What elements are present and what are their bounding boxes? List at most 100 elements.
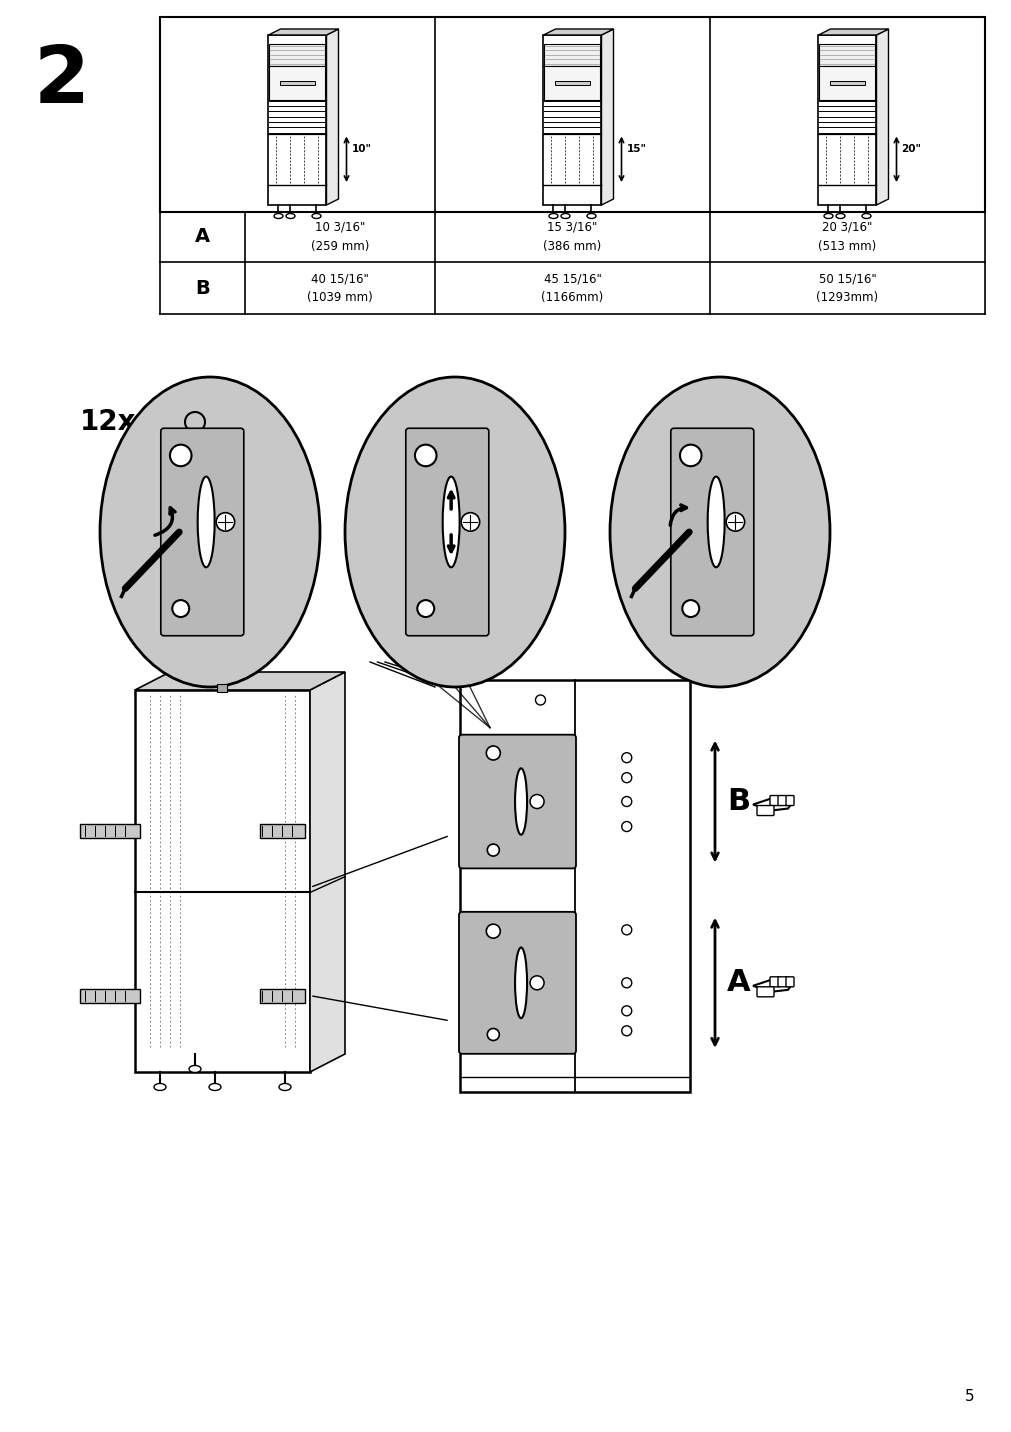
FancyBboxPatch shape	[756, 806, 773, 816]
Text: 10 3/16"
(259 mm): 10 3/16" (259 mm)	[310, 221, 369, 253]
Ellipse shape	[279, 1084, 291, 1091]
Circle shape	[216, 513, 235, 531]
Polygon shape	[752, 799, 791, 811]
Circle shape	[621, 925, 631, 935]
Text: B: B	[726, 788, 749, 816]
Ellipse shape	[197, 477, 214, 567]
Polygon shape	[752, 979, 791, 992]
Ellipse shape	[548, 213, 557, 219]
Bar	[829, 80, 864, 84]
Text: 50 15/16"
(1293mm): 50 15/16" (1293mm)	[816, 272, 878, 304]
Text: 20": 20"	[901, 145, 921, 155]
Text: A: A	[195, 228, 210, 246]
Circle shape	[621, 978, 631, 988]
FancyBboxPatch shape	[459, 912, 575, 1054]
FancyBboxPatch shape	[777, 796, 788, 806]
Text: 2: 2	[34, 42, 90, 120]
Polygon shape	[327, 29, 338, 205]
Circle shape	[530, 795, 544, 809]
Circle shape	[170, 445, 191, 467]
FancyBboxPatch shape	[670, 428, 753, 636]
Bar	[555, 80, 589, 84]
Bar	[160, 17, 984, 212]
FancyBboxPatch shape	[756, 987, 773, 997]
Bar	[80, 825, 140, 838]
Polygon shape	[818, 29, 888, 34]
Text: 45 15/16"
(1166mm): 45 15/16" (1166mm)	[541, 272, 603, 304]
FancyBboxPatch shape	[459, 735, 575, 868]
Circle shape	[486, 924, 499, 938]
Ellipse shape	[189, 1065, 201, 1073]
Ellipse shape	[586, 213, 595, 219]
Circle shape	[679, 445, 701, 467]
Circle shape	[621, 1005, 631, 1015]
FancyBboxPatch shape	[769, 977, 779, 987]
Text: 20 3/16"
(513 mm): 20 3/16" (513 mm)	[818, 221, 876, 253]
FancyBboxPatch shape	[786, 796, 794, 806]
Circle shape	[726, 513, 744, 531]
FancyBboxPatch shape	[777, 977, 788, 987]
Ellipse shape	[861, 213, 870, 219]
Bar	[269, 43, 326, 66]
FancyBboxPatch shape	[405, 428, 488, 636]
Circle shape	[535, 695, 545, 705]
Bar	[460, 680, 690, 1093]
Ellipse shape	[100, 377, 319, 687]
Ellipse shape	[707, 477, 724, 567]
Ellipse shape	[286, 213, 295, 219]
Bar	[544, 43, 600, 66]
Ellipse shape	[823, 213, 832, 219]
Ellipse shape	[311, 213, 320, 219]
Bar	[269, 66, 326, 100]
Ellipse shape	[442, 477, 459, 567]
Circle shape	[621, 1025, 631, 1035]
Text: 5: 5	[964, 1389, 974, 1403]
Bar	[80, 988, 140, 1002]
Bar	[544, 66, 600, 100]
Text: 10": 10"	[351, 145, 371, 155]
Bar	[217, 684, 227, 692]
Bar	[819, 66, 875, 100]
Polygon shape	[309, 672, 345, 1073]
Text: 12x: 12x	[80, 408, 136, 435]
Ellipse shape	[610, 377, 829, 687]
Bar	[819, 43, 875, 66]
Circle shape	[530, 975, 544, 990]
FancyBboxPatch shape	[161, 428, 244, 636]
Circle shape	[417, 600, 434, 617]
Polygon shape	[543, 29, 613, 34]
Bar	[543, 34, 601, 205]
Circle shape	[415, 445, 436, 467]
FancyBboxPatch shape	[786, 977, 794, 987]
Text: 15 3/16"
(386 mm): 15 3/16" (386 mm)	[543, 221, 601, 253]
Polygon shape	[134, 672, 345, 690]
Bar	[134, 690, 309, 1073]
Circle shape	[621, 773, 631, 783]
Bar	[260, 988, 304, 1002]
Ellipse shape	[209, 1084, 220, 1091]
Text: 40 15/16"
(1039 mm): 40 15/16" (1039 mm)	[306, 272, 372, 304]
Circle shape	[681, 600, 699, 617]
Text: 15": 15"	[626, 145, 646, 155]
Circle shape	[487, 1028, 498, 1041]
Ellipse shape	[274, 213, 283, 219]
Circle shape	[621, 753, 631, 763]
Circle shape	[487, 843, 498, 856]
Circle shape	[461, 513, 479, 531]
Ellipse shape	[515, 948, 527, 1018]
Bar	[818, 34, 876, 205]
Circle shape	[621, 822, 631, 832]
Circle shape	[621, 796, 631, 806]
Polygon shape	[876, 29, 888, 205]
Text: B: B	[195, 278, 209, 298]
Ellipse shape	[345, 377, 564, 687]
Ellipse shape	[835, 213, 844, 219]
Bar	[280, 80, 314, 84]
Circle shape	[172, 600, 189, 617]
Bar	[268, 34, 327, 205]
FancyBboxPatch shape	[769, 796, 779, 806]
Polygon shape	[268, 29, 338, 34]
Polygon shape	[601, 29, 613, 205]
Text: A: A	[726, 968, 750, 997]
Ellipse shape	[154, 1084, 166, 1091]
